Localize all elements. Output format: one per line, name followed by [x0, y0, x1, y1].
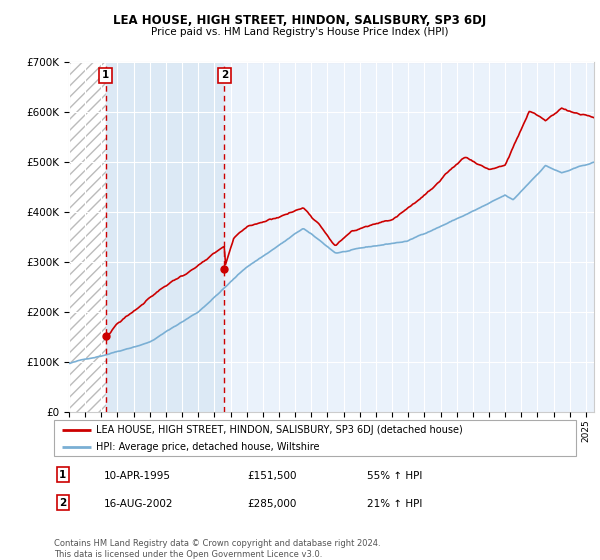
Text: 55% ↑ HPI: 55% ↑ HPI — [367, 472, 422, 482]
Text: 2: 2 — [221, 71, 228, 80]
Text: 16-AUG-2002: 16-AUG-2002 — [104, 499, 173, 509]
Text: 1: 1 — [102, 71, 109, 80]
Bar — [69, 62, 106, 412]
Text: LEA HOUSE, HIGH STREET, HINDON, SALISBURY, SP3 6DJ: LEA HOUSE, HIGH STREET, HINDON, SALISBUR… — [113, 14, 487, 27]
Text: LEA HOUSE, HIGH STREET, HINDON, SALISBURY, SP3 6DJ (detached house): LEA HOUSE, HIGH STREET, HINDON, SALISBUR… — [96, 425, 463, 435]
Text: HPI: Average price, detached house, Wiltshire: HPI: Average price, detached house, Wilt… — [96, 442, 319, 451]
Text: 2: 2 — [59, 497, 67, 507]
Bar — [69, 62, 106, 412]
Text: £285,000: £285,000 — [247, 499, 296, 509]
Text: Price paid vs. HM Land Registry's House Price Index (HPI): Price paid vs. HM Land Registry's House … — [151, 27, 449, 37]
Text: Contains HM Land Registry data © Crown copyright and database right 2024.
This d: Contains HM Land Registry data © Crown c… — [54, 539, 380, 559]
Text: 21% ↑ HPI: 21% ↑ HPI — [367, 499, 422, 509]
Text: 10-APR-1995: 10-APR-1995 — [104, 472, 170, 482]
Bar — [224, 62, 594, 412]
Bar — [106, 62, 224, 412]
Text: £151,500: £151,500 — [247, 472, 296, 482]
Text: 1: 1 — [59, 470, 67, 480]
FancyBboxPatch shape — [54, 420, 576, 456]
